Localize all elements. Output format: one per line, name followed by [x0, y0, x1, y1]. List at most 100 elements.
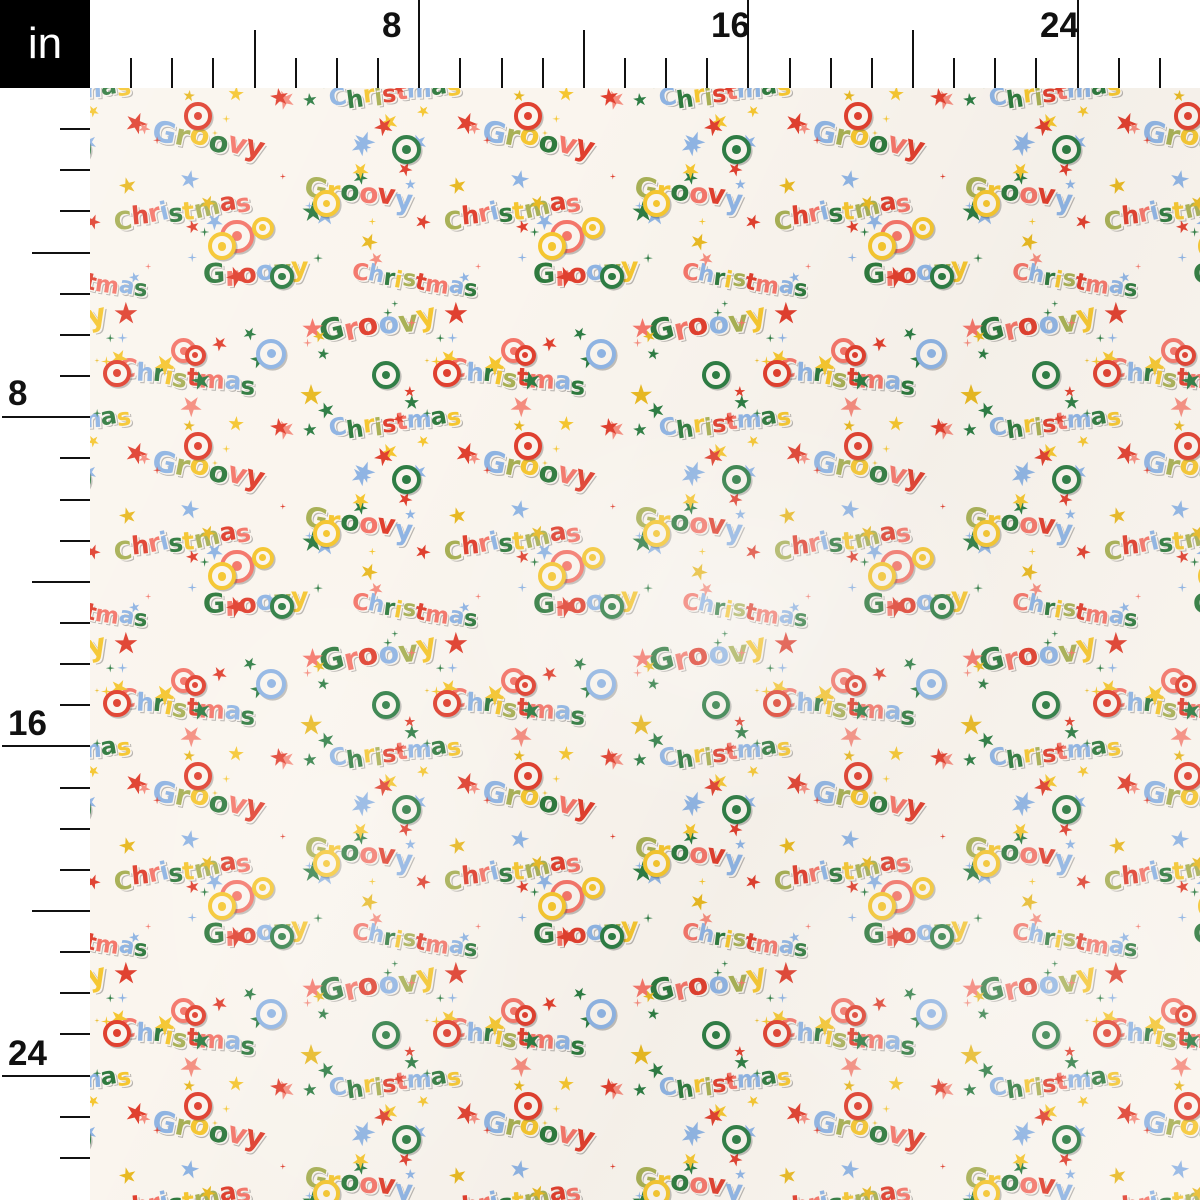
motif-word-christmas: Christmas — [987, 1061, 1123, 1104]
motif-letter: s — [239, 1030, 256, 1061]
motif-star — [681, 458, 709, 486]
motif-sparkle — [94, 358, 100, 364]
motif-concentric-ring — [538, 232, 567, 261]
motif-concentric-ring — [973, 850, 1000, 877]
motif-sparkle — [305, 201, 314, 211]
motif-sparkle — [761, 1016, 772, 1027]
motif-star — [441, 299, 471, 329]
motif-word-groovy: Groovy — [976, 297, 1099, 350]
motif-sparkle — [965, 201, 974, 211]
motif-sparkle — [924, 263, 936, 274]
motif-sparkle — [1082, 408, 1092, 418]
motif-star — [179, 169, 200, 190]
motif-sparkle — [805, 263, 812, 270]
fabric-swatch[interactable]: GroovyChristmasChristmasGroovyGroovyChri… — [90, 88, 1200, 1200]
motif-star — [90, 432, 102, 449]
motif-sparkle — [973, 253, 983, 263]
motif-ring-inner — [772, 699, 782, 708]
motif-star — [1107, 835, 1128, 856]
motif-sparkle — [422, 738, 432, 748]
motif-sparkle — [721, 300, 729, 308]
motif-sparkle — [541, 459, 549, 467]
motif-sparkle — [1107, 992, 1118, 1004]
ruler-label-v-16: 16 — [8, 704, 47, 743]
motif-ring-inner — [521, 351, 529, 359]
motif-concentric-ring — [916, 668, 947, 699]
motif-sparkle — [777, 992, 788, 1004]
motif-letter: o — [1018, 1166, 1038, 1200]
pattern-tile: GroovyChristmasChristmasGroovyGroovyChri… — [630, 627, 968, 962]
motif-concentric-ring — [313, 850, 340, 877]
motif-star — [90, 542, 103, 562]
motif-ring-inner — [892, 231, 903, 242]
pattern-tile: GroovyChristmasChristmasGroovyGroovyChri… — [960, 297, 1200, 632]
motif-word-christmas: Christmas — [772, 1176, 912, 1200]
motif-ring-inner — [1061, 1134, 1071, 1144]
unit-label-box[interactable]: in — [0, 0, 90, 88]
motif-sparkle — [924, 923, 936, 934]
motif-star — [743, 542, 763, 562]
motif-star — [1017, 229, 1042, 254]
motif-sparkle — [199, 887, 210, 897]
motif-concentric-ring — [1174, 674, 1196, 696]
motif-sparkle — [368, 547, 377, 556]
motif-star — [117, 175, 138, 196]
motif-ring-inner — [547, 572, 557, 581]
motif-star — [415, 762, 432, 779]
motif-concentric-ring — [184, 1092, 212, 1120]
motif-concentric-ring — [538, 562, 567, 591]
motif-star — [887, 745, 904, 762]
motif-concentric-ring — [844, 432, 872, 460]
motif-sparkle — [963, 998, 973, 1008]
pattern-tile: GroovyChristmasChristmasGroovyGroovyChri… — [300, 957, 630, 1200]
ruler-label-v-8: 8 — [8, 374, 28, 413]
motif-star — [452, 109, 481, 138]
motif-ring-inner — [442, 369, 452, 378]
motif-concentric-ring — [256, 668, 287, 699]
motif-ring-inner — [521, 1011, 529, 1019]
motif-concentric-ring — [538, 892, 567, 921]
motif-star — [1107, 175, 1128, 196]
motif-letter: y — [1053, 843, 1074, 878]
motif-sparkle — [187, 912, 198, 923]
pattern-tile: GroovyChristmasChristmasGroovyGroovyChri… — [300, 88, 638, 302]
motif-ring-inner — [1181, 1011, 1189, 1019]
motif-concentric-ring — [1051, 794, 1081, 824]
motif-sparkle — [517, 252, 528, 263]
motif-sparkle — [635, 531, 644, 541]
motif-star — [351, 1118, 379, 1146]
motif-star — [630, 90, 650, 110]
motif-ring-inner — [547, 902, 557, 911]
pattern-tile: GroovyChristmasChristmasGroovyGroovyChri… — [630, 297, 968, 632]
motif-ring-inner — [562, 891, 573, 902]
motif-star — [90, 462, 99, 483]
motif-concentric-ring — [586, 338, 617, 369]
motif-star — [90, 792, 99, 813]
motif-star — [505, 390, 536, 421]
motif-ring-inner — [259, 884, 266, 892]
motif-sparkle — [847, 252, 858, 263]
motif-sparkle — [965, 861, 974, 871]
motif-ring-inner — [193, 441, 202, 450]
motif-concentric-ring — [868, 892, 897, 921]
motif-letter: h — [465, 357, 485, 388]
motif-sparkle — [633, 998, 643, 1008]
motif-sparkle — [475, 923, 482, 930]
motif-letter: o — [688, 836, 708, 871]
motif-sparkle — [882, 774, 891, 783]
motif-letter: G — [532, 588, 556, 621]
motif-sparkle — [199, 557, 210, 567]
motif-sparkle — [713, 968, 723, 978]
motif-concentric-ring — [1174, 102, 1200, 130]
motif-word-christmas: Christmas — [350, 919, 478, 962]
motif-sparkle — [698, 877, 707, 886]
motif-sparkle — [105, 993, 115, 1003]
motif-concentric-ring — [1032, 691, 1061, 720]
motif-sparkle — [752, 738, 762, 748]
motif-ring-inner — [278, 272, 286, 281]
motif-sparkle — [145, 923, 152, 930]
motif-letter: o — [668, 173, 692, 209]
motif-star — [771, 629, 801, 659]
motif-ring-inner — [232, 231, 243, 242]
motif-star — [90, 132, 99, 153]
